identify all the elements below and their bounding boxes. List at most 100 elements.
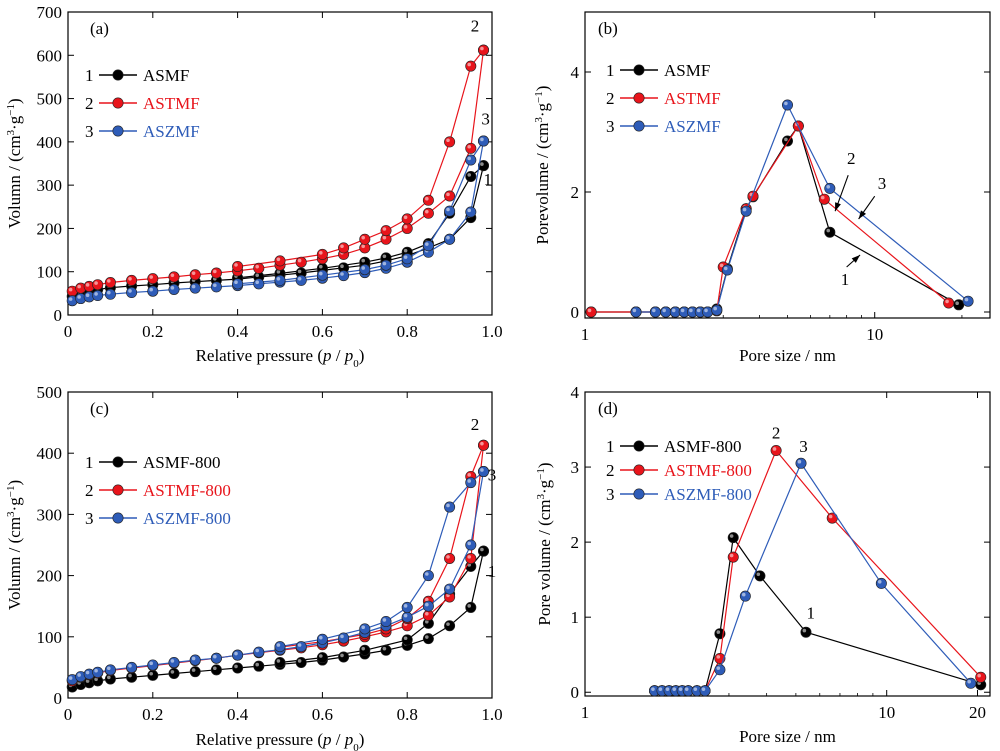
data-point [465,552,477,564]
data-point-highlight [480,547,484,552]
series-ASMF-800 [66,545,490,693]
curve-annotation: 1 [484,170,493,189]
data-point-highlight [297,258,302,263]
data-point-highlight [128,276,132,281]
data-point-highlight [382,235,387,240]
data-point-highlight [128,289,132,293]
series-line [654,535,981,692]
legend-number: 2 [85,94,94,113]
curve-annotation: 3 [488,466,497,485]
y-axis-label-part: Porevolume / (cm [533,123,552,245]
x-axis-label-part: 0 [353,742,359,751]
legend: 1 ASMF 2 ASTMF 3 ASZMF [85,66,200,141]
data-point-highlight [716,655,721,659]
data-point-highlight [340,634,344,639]
data-point-highlight [446,138,450,143]
y-tick-label: 700 [37,3,63,22]
y-tick-label: 400 [37,444,63,463]
data-point [478,135,490,147]
x-axis-label: Relative pressure (p / p0) [196,730,365,751]
data-point-highlight [361,244,366,249]
legend: 1 ASMF 2 ASTMF 3 ASZMF [606,61,721,136]
data-point [147,273,159,285]
data-point-highlight [672,687,677,691]
data-point-highlight [234,664,238,669]
panel-label: (c) [90,399,109,418]
legend: 1 ASMF-800 2 ASTMF-800 3 ASZMF-800 [606,437,752,504]
data-point [943,297,955,309]
data-point [189,654,201,666]
data-point [781,99,793,111]
data-point-highlight [632,308,637,313]
curve-annotation: 1 [488,562,497,581]
data-point-highlight [319,635,323,640]
data-point-highlight [467,156,472,161]
legend-number: 1 [606,61,615,80]
data-point [126,661,138,673]
y-tick-label: 500 [37,383,63,402]
data-point-highlight [467,555,472,559]
data-point [126,274,138,286]
data-point-highlight [671,308,676,313]
data-point [338,270,350,282]
data-point-highlight [128,673,132,678]
y-tick-label: 200 [37,219,63,238]
data-point-highlight [716,630,721,634]
data-point [465,60,477,72]
x-tick-label: 0.8 [397,705,418,724]
y-axis-label-part: Pore volume / (cm [535,500,554,626]
data-point-highlight [340,264,344,269]
data-point-highlight [446,207,450,212]
data-point-highlight [467,541,472,546]
data-point-highlight [446,192,450,197]
data-point [465,170,477,182]
data-point-highlight [967,679,971,684]
data-point-highlight [784,101,788,106]
data-point [401,253,413,265]
data-point-highlight [94,668,98,673]
panel-label: (a) [90,19,109,38]
data-point [104,277,116,289]
y-tick-label: 0 [54,306,63,325]
data-point-highlight [234,651,238,656]
data-point [232,278,244,290]
data-point [338,242,350,254]
data-point-highlight [340,272,344,276]
data-point [465,206,477,218]
x-tick-label: 10 [878,703,895,722]
curve-annotation: 3 [481,110,490,129]
data-point-highlight [403,604,408,608]
y-tick-label: 100 [37,263,63,282]
data-point [953,299,965,311]
data-point [316,652,328,664]
legend-number: 2 [606,461,615,480]
y-tick-label: 1 [571,608,580,627]
data-point [962,295,974,307]
y-axis-label-part: 3 [533,117,545,123]
data-point [770,445,782,457]
data-point-highlight [467,144,472,149]
data-point-highlight [319,654,323,658]
data-point [444,552,456,564]
series-line [591,124,959,313]
data-point [422,240,434,252]
data-point-highlight [191,656,196,661]
series-line [237,49,484,268]
data-point-highlight [77,284,81,289]
data-point-highlight [425,602,429,607]
data-point-highlight [480,137,484,142]
y-tick-label: 100 [37,628,63,647]
y-axis-label-part: ·g [5,497,24,512]
data-point-highlight [425,611,429,616]
data-point [92,666,104,678]
y-axis-label-part: −1 [533,91,545,103]
data-point-highlight [467,62,472,67]
y-axis-label: Pore volume / (cm3·g−1) [535,462,554,625]
data-point-highlight [297,269,302,274]
data-point [126,671,138,683]
data-point-highlight [382,254,387,259]
data-point [630,306,642,318]
y-axis-label-part: Volumn / (cm [5,135,24,228]
legend-entry: ASMF-800 [143,453,220,472]
